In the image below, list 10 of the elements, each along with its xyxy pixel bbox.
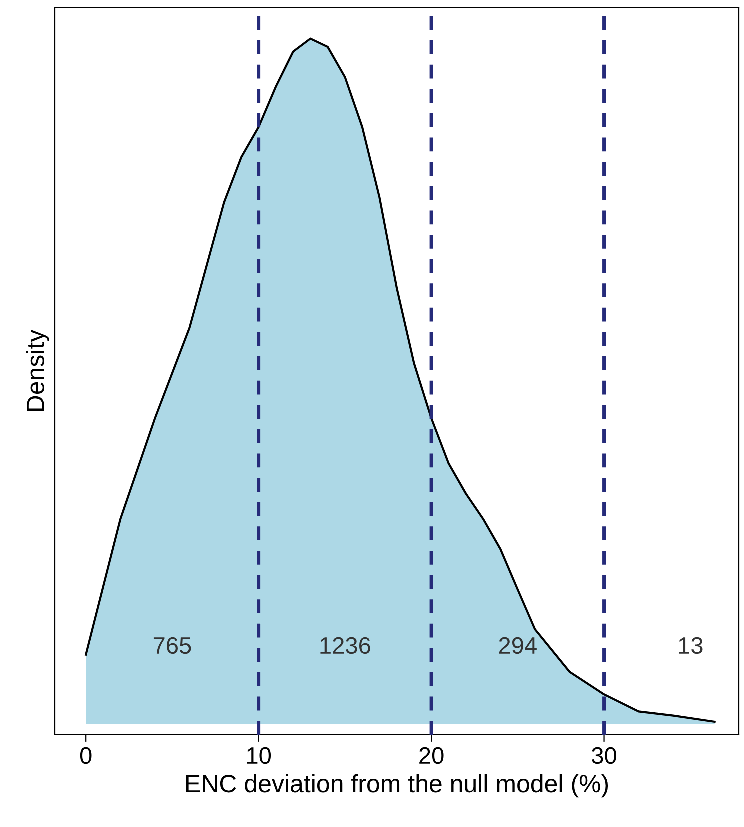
x-tick-label: 20 [420,747,444,764]
x-tick-label: 10 [247,747,272,764]
annotation: 765 [154,637,192,654]
annotation: 1236 [320,637,370,654]
x-axis-title: ENC deviation from the null model (%) [186,774,608,798]
y-axis-title: Density [26,330,50,412]
annotation: 13 [679,637,703,654]
x-tick-label: 30 [592,747,616,764]
annotation: 294 [499,637,537,654]
x-tick-label: 0 [80,747,92,764]
